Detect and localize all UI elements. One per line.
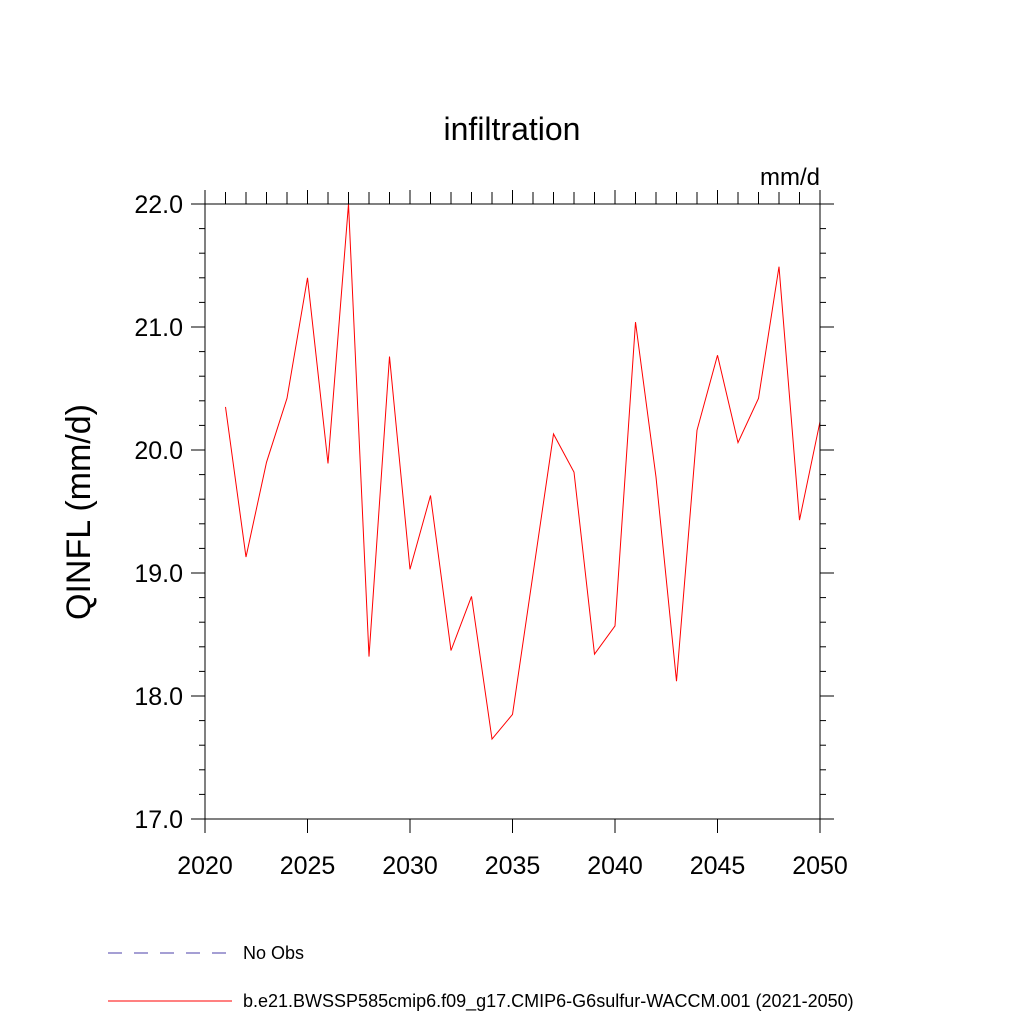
legend-label-no-obs: No Obs xyxy=(243,943,304,963)
y-tick-label: 20.0 xyxy=(134,437,183,465)
chart-title: infiltration xyxy=(444,111,581,147)
y-tick-label: 22.0 xyxy=(134,191,183,219)
y-tick-label: 17.0 xyxy=(134,806,183,834)
y-tick-label: 21.0 xyxy=(134,314,183,342)
plot-frame xyxy=(204,203,821,820)
x-tick-label: 2040 xyxy=(587,852,643,880)
x-tick-label: 2035 xyxy=(485,852,541,880)
y-tick-labels: 17.0 18.0 19.0 20.0 21.0 22.0 xyxy=(134,191,183,834)
x-tick-label: 2020 xyxy=(177,852,233,880)
x-tick-label: 2030 xyxy=(382,852,438,880)
legend: No Obs b.e21.BWSSP585cmip6.f09_g17.CMIP6… xyxy=(108,943,854,1012)
y-axis-label: QINFL (mm/d) xyxy=(60,404,98,620)
x-tick-label: 2025 xyxy=(280,852,336,880)
series-layer xyxy=(225,203,821,741)
x-tick-labels: 2020 2025 2030 2035 2040 2045 2050 xyxy=(177,852,848,880)
y-tick-label: 19.0 xyxy=(134,560,183,588)
minor-ticks xyxy=(199,192,826,820)
y-tick-label: 18.0 xyxy=(134,683,183,711)
legend-label-series: b.e21.BWSSP585cmip6.f09_g17.CMIP6-G6sulf… xyxy=(243,991,854,1012)
x-tick-label: 2045 xyxy=(690,852,746,880)
units-label: mm/d xyxy=(760,164,820,191)
x-tick-label: 2050 xyxy=(792,852,848,880)
series-line xyxy=(225,203,821,741)
major-ticks xyxy=(191,190,834,833)
